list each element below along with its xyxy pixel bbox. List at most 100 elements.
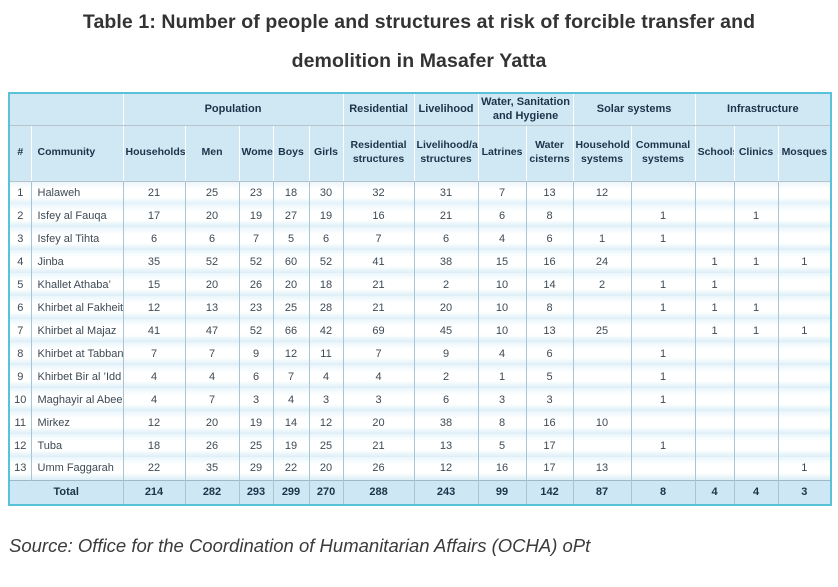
column-header-row: #CommunityHouseholdsMenWomenBoysGirlsRes…	[9, 125, 832, 182]
value-cell	[694, 388, 735, 412]
table-row: 4 Jinba 35 52 52 60 52 41 38 15 16 24 1 1 1	[9, 250, 832, 274]
value-cell	[572, 365, 632, 389]
column-header-cell: Women	[238, 125, 273, 182]
value-cell	[572, 204, 632, 228]
value-cell: 19	[238, 204, 273, 228]
value-cell: 8	[477, 411, 527, 435]
value-cell: 4	[342, 365, 415, 389]
value-cell: 7	[184, 342, 239, 366]
value-cell: 24	[572, 250, 632, 274]
table-row: 7 Khirbet al Majaz 41 47 52 66 42 69 45 10 13 25 1 1 1	[9, 319, 832, 343]
value-cell	[694, 411, 735, 435]
community-cell: Tuba	[30, 434, 123, 458]
value-cell: 12	[308, 411, 344, 435]
value-cell: 60	[272, 250, 309, 274]
community-cell: Maghayir al Abeed	[30, 388, 123, 412]
value-cell: 7	[238, 227, 273, 251]
value-cell: 1	[777, 250, 832, 274]
value-cell: 45	[413, 319, 479, 343]
value-cell: 35	[184, 457, 239, 481]
value-cell: 17	[525, 457, 574, 481]
table-row: 9 Khirbet Bir al ’Idd 4 4 6 7 4 4 2 1 5 1	[9, 365, 832, 389]
value-cell	[777, 388, 832, 412]
value-cell: 38	[413, 411, 479, 435]
value-cell: 14	[272, 411, 309, 435]
value-cell	[733, 434, 779, 458]
value-cell	[572, 434, 632, 458]
value-cell: 28	[308, 296, 344, 320]
value-cell	[694, 457, 735, 481]
value-cell: 1	[733, 204, 779, 228]
value-cell: 1	[694, 250, 735, 274]
table-row: 8 Khirbet at Tabban 7 7 9 12 11 7 9 4 6 1	[9, 342, 832, 366]
value-cell: 1	[694, 319, 735, 343]
value-cell: 1	[630, 296, 696, 320]
value-cell: 5	[525, 365, 574, 389]
value-cell: 2	[572, 273, 632, 297]
community-cell: Isfey al Tihta	[30, 227, 123, 251]
value-cell: 29	[238, 457, 273, 481]
value-cell: 38	[413, 250, 479, 274]
value-cell: 9	[238, 342, 273, 366]
value-cell	[777, 296, 832, 320]
value-cell: 30	[308, 181, 344, 205]
column-header-cell: Community	[30, 125, 123, 182]
value-cell: 31	[413, 181, 479, 205]
source-note: Source: Office for the Coordination of H…	[9, 535, 591, 557]
total-value-cell: 214	[122, 479, 185, 506]
value-cell: 1	[630, 388, 696, 412]
value-cell: 10	[572, 411, 632, 435]
value-cell: 1	[630, 434, 696, 458]
value-cell: 2	[413, 365, 479, 389]
value-cell: 25	[184, 181, 239, 205]
table-row: 6 Khirbet al Fakheit 12 13 23 25 28 21 20 10 8 1 1 1	[9, 296, 832, 320]
column-header-cell: Residential structures	[342, 125, 415, 182]
table-row: 3 Isfey al Tihta 6 6 7 5 6 7 6 4 6 1 1	[9, 227, 832, 251]
value-cell: 3	[238, 388, 273, 412]
value-cell: 22	[122, 457, 185, 481]
value-cell: 6	[477, 204, 527, 228]
value-cell: 10	[477, 273, 527, 297]
value-cell	[777, 365, 832, 389]
row-number-cell: 5	[9, 273, 31, 297]
value-cell: 21	[342, 434, 415, 458]
total-value-cell: 243	[413, 479, 479, 506]
column-header-cell: Latrines	[477, 125, 527, 182]
column-group-cell: Livelihood	[413, 93, 479, 126]
value-cell: 20	[184, 411, 239, 435]
value-cell: 4	[477, 227, 527, 251]
value-cell	[733, 342, 779, 366]
value-cell: 1	[733, 296, 779, 320]
value-cell: 26	[342, 457, 415, 481]
value-cell	[733, 181, 779, 205]
value-cell: 8	[525, 296, 574, 320]
column-group-row: Population Residential Livelihood Water, Sa…	[9, 93, 832, 126]
row-number-cell: 8	[9, 342, 31, 366]
value-cell: 25	[238, 434, 273, 458]
value-cell: 18	[272, 181, 309, 205]
value-cell	[572, 342, 632, 366]
value-cell	[630, 250, 696, 274]
value-cell: 16	[525, 250, 574, 274]
value-cell: 20	[308, 457, 344, 481]
value-cell	[630, 411, 696, 435]
value-cell: 41	[122, 319, 185, 343]
table-title: Table 1: Number of people and structures…	[0, 0, 838, 81]
value-cell: 1	[630, 273, 696, 297]
column-group-cell: Water, Sanitation and Hygiene	[477, 93, 574, 126]
value-cell: 6	[184, 227, 239, 251]
value-cell: 11	[308, 342, 344, 366]
community-cell: Khirbet al Fakheit	[30, 296, 123, 320]
value-cell: 1	[630, 342, 696, 366]
value-cell: 42	[308, 319, 344, 343]
column-header-cell: Girls	[308, 125, 344, 182]
value-cell: 17	[525, 434, 574, 458]
value-cell: 20	[272, 273, 309, 297]
value-cell	[572, 388, 632, 412]
column-header-cell: #	[9, 125, 31, 182]
column-header-cell: Water cisterns	[525, 125, 574, 182]
column-group-cell: Population	[122, 93, 344, 126]
value-cell: 7	[184, 388, 239, 412]
value-cell: 13	[413, 434, 479, 458]
value-cell: 69	[342, 319, 415, 343]
